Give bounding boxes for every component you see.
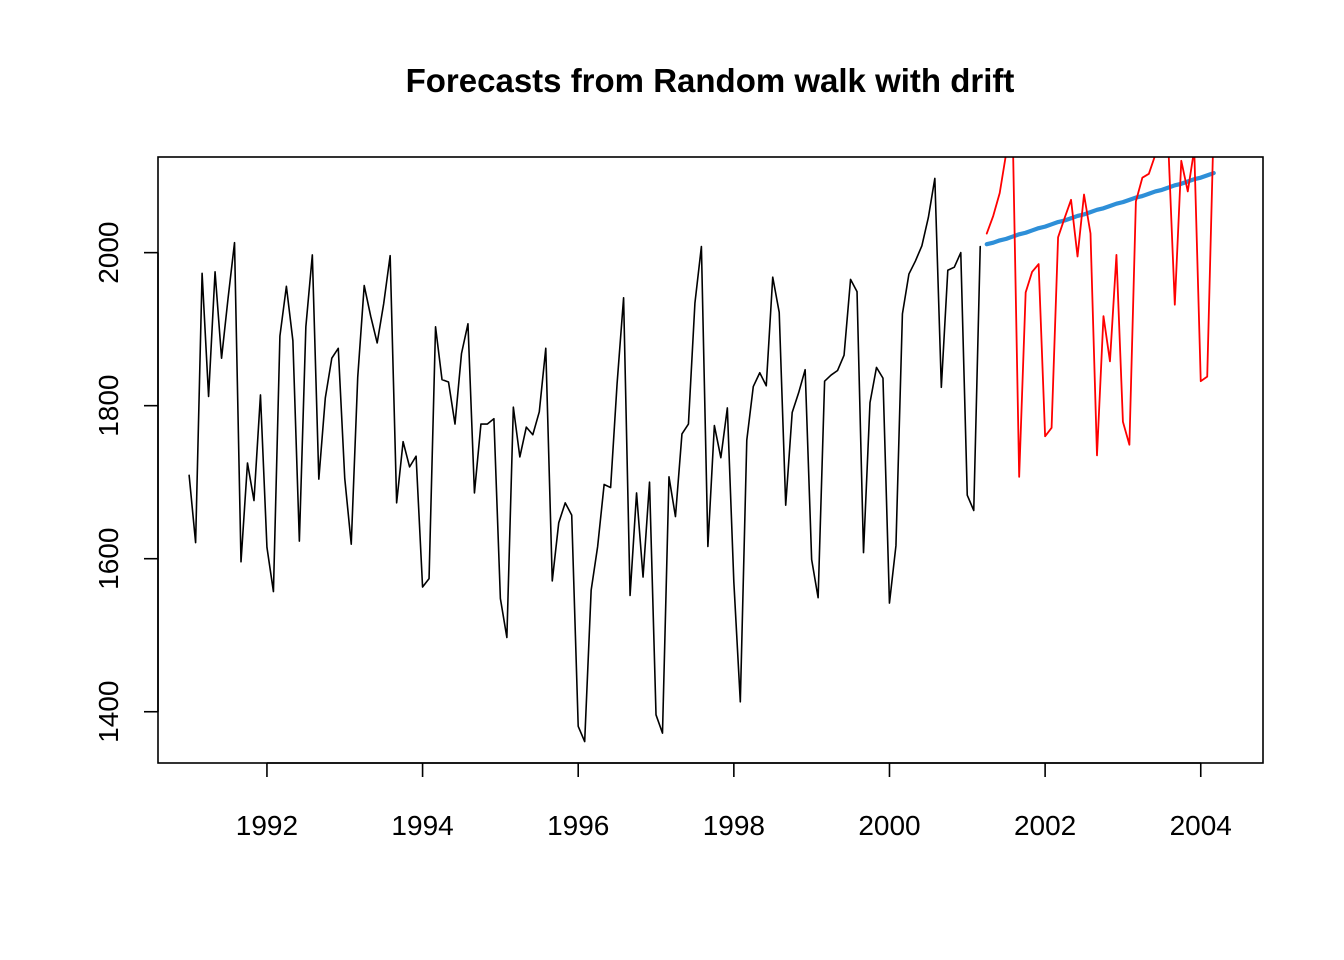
x-tick-label: 1994: [391, 810, 453, 841]
plot-frame: [157, 156, 1264, 764]
x-tick-label: 1996: [547, 810, 609, 841]
y-tick-label: 1800: [93, 375, 124, 437]
x-tick-label: 1992: [236, 810, 298, 841]
y-tick-label: 2000: [93, 221, 124, 283]
chart-title: Forecasts from Random walk with drift: [406, 62, 1015, 99]
x-tick-label: 2000: [858, 810, 920, 841]
x-tick-label: 1998: [703, 810, 765, 841]
y-tick-label: 1400: [93, 681, 124, 743]
y-tick-label: 1600: [93, 528, 124, 590]
x-tick-label: 2002: [1014, 810, 1076, 841]
x-axis: 1992 1994 1996 1998 2000 2002 2004: [236, 762, 1232, 841]
x-tick-label: 2004: [1170, 810, 1232, 841]
series-line-observed: [188, 177, 982, 743]
series-line-simulated-path: [985, 157, 1214, 478]
series-layer: [188, 157, 1216, 743]
y-axis: 1400 1600 1800 2000: [93, 221, 159, 743]
series-line-forecast: [984, 170, 1216, 247]
